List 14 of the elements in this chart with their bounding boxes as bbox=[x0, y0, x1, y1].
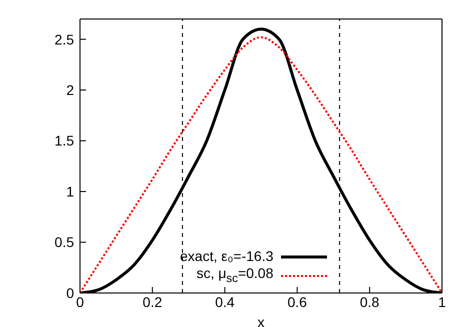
y-tick-label: 2.5 bbox=[54, 31, 74, 48]
x-tick-label: 0.8 bbox=[360, 294, 380, 310]
legend-label: sc, μ$_{sc}$=0.08 bbox=[196, 265, 274, 287]
x-tick-label: 0.4 bbox=[215, 294, 235, 310]
x-tick-label: 0.2 bbox=[142, 294, 162, 310]
x-axis-title: x bbox=[258, 314, 264, 327]
y-tick-label: 2 bbox=[66, 82, 74, 98]
x-tick-label: 0.6 bbox=[287, 294, 308, 310]
y-tick-label: 1 bbox=[66, 183, 74, 200]
y-tick-label: 0.5 bbox=[54, 234, 74, 250]
x-tick-label: 0 bbox=[76, 294, 84, 310]
x-tick-label: 1 bbox=[438, 294, 446, 310]
y-tick-label: 1.5 bbox=[54, 132, 74, 149]
legend-label: exact, ε₀=-16.3 bbox=[180, 248, 274, 265]
